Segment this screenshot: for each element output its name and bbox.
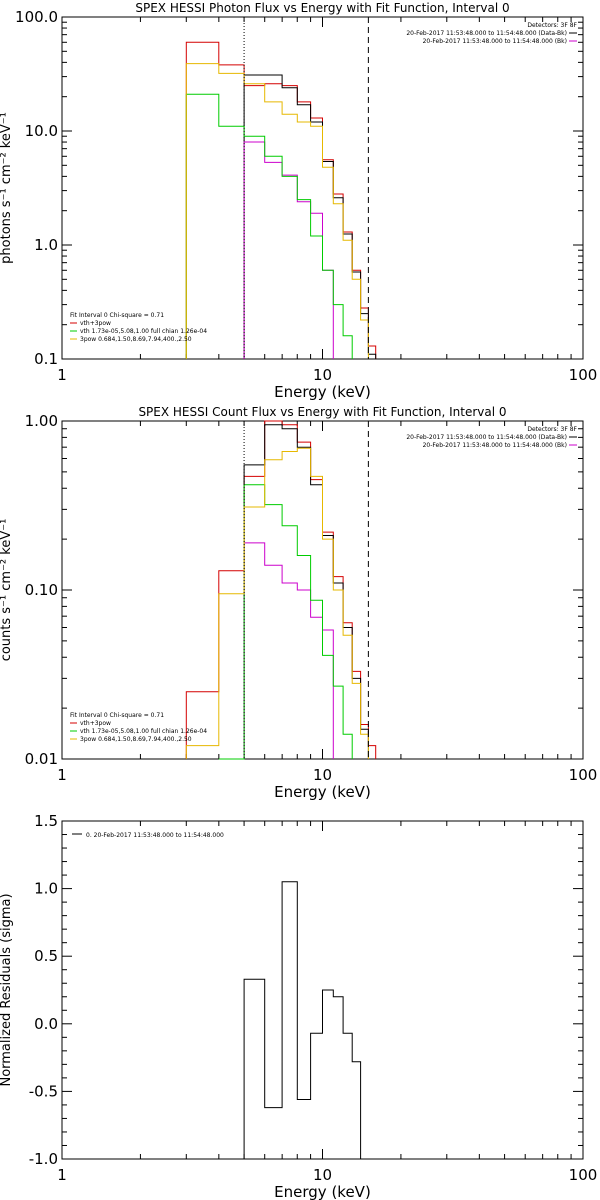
- x-tick-label: 100: [569, 1166, 598, 1184]
- chart-panel-1: 1 10 100 0.1 1.0 10.0 100.0 SPEX HESSI Photon F…: [0, 1, 597, 401]
- series-line-vth+3pow: [185, 41, 377, 359]
- series-line-data-1: [243, 74, 377, 359]
- y-axis-label: Normalized Residuals (sigma): [0, 893, 14, 1086]
- legend-entry: 20-Feb-2017 11:53:48.000 to 11:54:48.000…: [423, 442, 567, 449]
- legend-entry: vth 1.73e-05,5.08,1.00 full chian 1.26e-…: [80, 728, 207, 735]
- x-tick-label: 10: [313, 366, 332, 384]
- y-tick-label: 1.0: [34, 880, 58, 898]
- legend-entry: vth 1.73e-05,5.08,1.00 full chian 1.26e-…: [80, 328, 207, 335]
- legend-entry: 20-Feb-2017 11:53:48.000 to 11:54:48.000…: [406, 30, 567, 37]
- series-line-vth: [218, 484, 353, 760]
- series-line-vth+3pow: [185, 420, 377, 759]
- chart-panel-2: 1 10 100 0.01 0.10 1.00 SPEX HESSI Count Flux …: [0, 405, 597, 801]
- y-tick-label: 1.00: [25, 412, 58, 430]
- y-tick-label: 10.0: [25, 122, 58, 140]
- legend-entry: Fit Interval 0 Chi-square = 0.71: [70, 312, 164, 319]
- series-line-3pow: [185, 447, 369, 759]
- chart-panel-3: 1 10 100 -1.0 -0.5 0.0 0.5 1.0 1.5 Energy (keV) No…: [0, 812, 597, 1200]
- x-axis-label: Energy (keV): [274, 383, 371, 401]
- x-tick-label: 1: [57, 366, 67, 384]
- y-axis-label: counts s⁻¹ cm⁻² keV⁻¹: [0, 519, 14, 662]
- x-axis-label: Energy (keV): [274, 783, 371, 801]
- series-line-data-1: [243, 424, 369, 759]
- x-tick-label: 1: [57, 1166, 67, 1184]
- y-tick-label: -0.5: [29, 1082, 58, 1100]
- y-tick-label: 0.5: [34, 947, 58, 965]
- legend-entry: vth+3pow: [80, 320, 111, 327]
- legend-entry: Detectors: 3F 8F: [527, 22, 577, 29]
- legend-entry: 20-Feb-2017 11:53:48.000 to 11:54:48.000…: [406, 434, 567, 441]
- y-tick-label: 100.0: [15, 8, 58, 26]
- legend-entry: 3pow 0.684,1.50,8.69,7.94,400.,2.50: [80, 336, 192, 343]
- x-axis-label: Energy (keV): [274, 1183, 371, 1200]
- x-tick-label: 100: [569, 766, 598, 784]
- x-tick-label: 1: [57, 766, 67, 784]
- x-tick-label: 10: [313, 766, 332, 784]
- legend-entry: vth+3pow: [80, 720, 111, 727]
- plot-frame: [61, 16, 584, 360]
- chart-title: SPEX HESSI Count Flux vs Energy with Fit…: [138, 405, 506, 419]
- plot-frame: [61, 420, 584, 760]
- series-line-data-0: [243, 881, 369, 1160]
- y-axis-label: photons s⁻¹ cm⁻² keV⁻¹: [0, 112, 14, 264]
- chart-title: SPEX HESSI Photon Flux vs Energy with Fi…: [135, 1, 509, 15]
- series-line-vth: [185, 93, 353, 359]
- legend-entry: Detectors: 3F 8F: [527, 426, 577, 433]
- y-tick-label: 0.10: [25, 581, 58, 599]
- y-tick-label: 1.0: [34, 236, 58, 254]
- series-line-3pow: [185, 63, 369, 359]
- legend-entry: 20-Feb-2017 11:53:48.000 to 11:54:48.000…: [423, 38, 567, 45]
- series-line-data-2: [243, 542, 334, 759]
- legend-entry: 0. 20-Feb-2017 11:53:48.000 to 11:54:48.…: [86, 832, 224, 839]
- y-tick-label: 0.01: [25, 750, 58, 768]
- y-tick-label: -1.0: [29, 1150, 58, 1168]
- series-line-data-2: [243, 141, 334, 359]
- legend-entry: 3pow 0.684,1.50,8.69,7.94,400.,2.50: [80, 736, 192, 743]
- y-tick-label: 1.5: [34, 812, 58, 830]
- y-tick-label: 0.0: [34, 1015, 58, 1033]
- legend-entry: Fit Interval 0 Chi-square = 0.71: [70, 712, 164, 719]
- x-tick-label: 100: [569, 366, 598, 384]
- x-tick-label: 10: [313, 1166, 332, 1184]
- y-tick-label: 0.1: [34, 350, 58, 368]
